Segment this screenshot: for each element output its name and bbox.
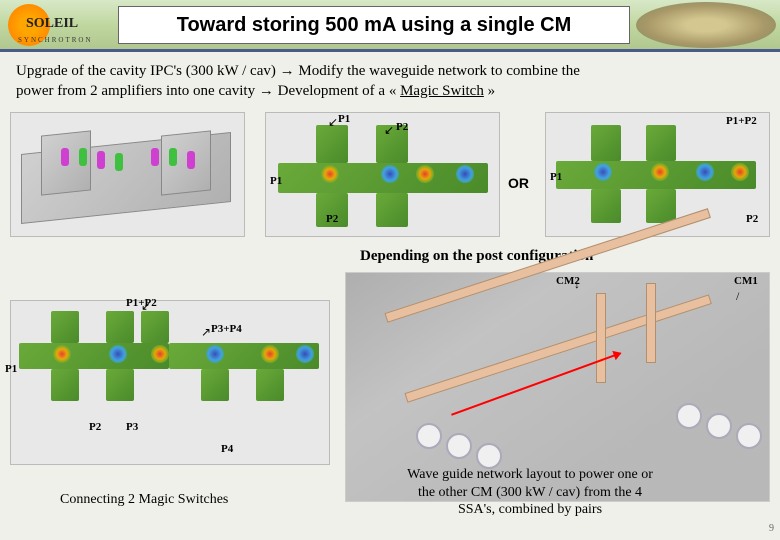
intro-text: Upgrade of the cavity IPC's (300 kW / ca…	[16, 62, 766, 101]
magic-switch-term: Magic Switch	[400, 83, 484, 99]
page-number: 9	[769, 523, 774, 534]
label-cm1: CM1	[734, 275, 758, 287]
logo-text: SOLEIL	[26, 16, 78, 32]
label-p1: P1	[338, 113, 350, 125]
soleil-logo: SOLEIL SYNCHROTRON	[8, 4, 103, 48]
label-p2: P2	[746, 213, 758, 225]
arrow-icon: →	[259, 83, 274, 99]
connecting-caption: Connecting 2 Magic Switches	[60, 492, 228, 508]
label-p3: P3	[126, 421, 138, 433]
arrow-icon: →	[280, 63, 295, 79]
label-p4: P4	[221, 443, 233, 455]
intro-part3: power from 2 amplifiers into one cavity	[16, 83, 259, 99]
label-p2: P2	[89, 421, 101, 433]
label-p1: P1	[5, 363, 17, 375]
waveguide-caption: Wave guide network layout to power one o…	[400, 466, 660, 519]
intro-part2: Modify the waveguide network to combine …	[295, 63, 580, 79]
label-p2: P2	[396, 121, 408, 133]
intro-part4: Development of a «	[274, 83, 400, 99]
cad-render-panel	[10, 112, 245, 237]
title-box: Toward storing 500 mA using a single CM	[118, 6, 630, 44]
label-p3p4: P3+P4	[211, 323, 242, 335]
label-p1: P1	[550, 171, 562, 183]
label-p1p2: P1+P2	[726, 115, 757, 127]
sim-panel-1: P1 P2 P1 P2 ↙ ↙	[265, 112, 500, 237]
intro-part1: Upgrade of the cavity IPC's (300 kW / ca…	[16, 63, 280, 79]
sim-panel-2: P1+P2 P1 P2	[545, 112, 770, 237]
intro-part5: »	[484, 83, 495, 99]
header-building-graphic	[636, 2, 776, 48]
label-p2: P2	[326, 213, 338, 225]
page-title: Toward storing 500 mA using a single CM	[177, 14, 572, 37]
or-text: OR	[508, 175, 529, 191]
logo-subtitle: SYNCHROTRON	[18, 36, 93, 44]
double-switch-panel: P1+P2 P3+P4 P1 P2 P3 P4 ↙ ↗	[10, 300, 330, 465]
label-p1: P1	[270, 175, 282, 187]
